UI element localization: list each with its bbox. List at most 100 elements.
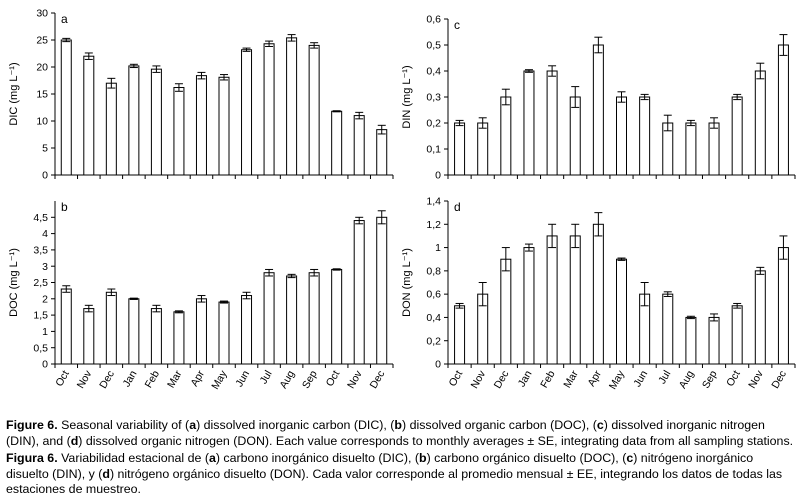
y-tick-label: 2: [42, 293, 48, 305]
caption-spanish: Figura 6. Variabilidad estacional de (a)…: [6, 451, 796, 498]
y-tick-label: 0,4: [426, 312, 441, 324]
y-tick-label: 0,4: [426, 66, 441, 78]
bar: [685, 316, 697, 365]
bar: [754, 70, 766, 176]
x-tick-label: Feb: [538, 368, 558, 390]
bar: [263, 272, 275, 365]
bar: [218, 76, 230, 176]
bar: [546, 235, 558, 365]
y-tick-label: 5: [42, 143, 48, 155]
y-tick-label: 1,4: [426, 196, 441, 208]
bar: [569, 235, 581, 365]
y-tick-label: 0,6: [426, 14, 441, 26]
bar: [569, 96, 581, 176]
bar: [546, 70, 558, 176]
bar: [353, 115, 365, 176]
x-tick-label: Oct: [447, 368, 466, 388]
x-tick-label: May: [607, 368, 628, 392]
panel-c: 0 0,1 0,2 0,3 0,4 0,5 0,6 DIN (mg L⁻¹) c: [401, 14, 796, 182]
bar: [331, 268, 343, 365]
caption-english-ref-c: c: [596, 418, 604, 433]
bar: [241, 295, 253, 365]
y-tick-label: 0,5: [426, 40, 441, 52]
y-tick-label: 0: [435, 359, 441, 371]
bar: [150, 308, 162, 365]
y-tick-label: 0,1: [426, 144, 441, 156]
y-tick-label: 1: [42, 326, 48, 338]
y-tick-label: 0: [42, 170, 48, 182]
x-tick-label: Jun: [233, 368, 252, 389]
x-tick-label: Mar: [561, 368, 581, 390]
x-tick-label: Sep: [300, 368, 320, 390]
bar: [286, 37, 298, 176]
bar: [731, 96, 743, 176]
x-tick-label: Jul: [656, 369, 673, 387]
bar: [777, 247, 789, 365]
caption-english-text-1: Seasonal variability of (: [57, 418, 190, 433]
caption-english-text-3: ) dissolved organic carbon (DOC), (: [402, 418, 597, 433]
bar: [523, 70, 535, 176]
y-tick-label: 15: [36, 89, 48, 101]
bar: [150, 68, 162, 176]
bar: [60, 39, 72, 176]
bar: [60, 288, 72, 365]
bar: [83, 55, 95, 176]
x-tick-label: Aug: [677, 368, 697, 390]
bar: [195, 75, 207, 176]
bar: [592, 223, 604, 365]
x-tick-label: Aug: [277, 368, 297, 390]
y-tick-label: 2,5: [33, 277, 48, 289]
x-tick-label: Jul: [258, 369, 275, 387]
bar: [241, 49, 253, 176]
bar: [173, 87, 185, 176]
x-tick-label: Nov: [345, 368, 365, 391]
caption-spanish-ref-b: b: [419, 451, 427, 466]
bar: [376, 216, 388, 365]
bar: [777, 44, 789, 176]
bar: [731, 305, 743, 365]
y-tick-label: 0: [435, 170, 441, 182]
caption-spanish-text-1: Variabilidad estacional de (: [57, 451, 209, 466]
bar: [708, 316, 720, 365]
bar: [500, 258, 512, 365]
panel-label: a: [61, 12, 68, 26]
x-tick-label: Dec: [769, 369, 789, 391]
x-tick-label: Dec: [368, 369, 388, 391]
bar: [173, 311, 185, 365]
x-tick-label: Nov: [75, 368, 95, 391]
caption-spanish-text-4: ) nitrógeno inorgánico disuelto (DIN), y…: [6, 451, 754, 481]
bar: [376, 129, 388, 176]
y-tick-label: 4,5: [33, 212, 48, 224]
bar: [454, 122, 466, 176]
bar: [308, 272, 320, 365]
x-tick-label: Oct: [53, 368, 72, 388]
y-axis-title: DIN (mg L⁻¹): [401, 65, 413, 128]
y-tick-label: 0,8: [426, 265, 441, 277]
bar: [454, 305, 466, 365]
bar: [286, 275, 298, 365]
y-tick-label: 0,3: [426, 92, 441, 104]
caption-english: Figure 6. Seasonal variability of (a) di…: [6, 418, 796, 449]
y-tick-label: 1,2: [426, 219, 441, 231]
x-tick-label: Feb: [143, 368, 163, 390]
y-tick-label: 30: [36, 8, 48, 20]
x-tick-label: Dec: [97, 369, 117, 391]
panel-a: 0 5 10 15 20 25 30 DIC (mg L⁻¹) a: [8, 8, 394, 182]
y-axis-title: DIC (mg L⁻¹): [8, 62, 20, 125]
bar: [639, 96, 651, 176]
caption-spanish-text-3: ) carbono orgánico disuelto (DOC), (: [426, 451, 627, 466]
x-tick-label: Mar: [165, 368, 185, 390]
bar: [353, 220, 365, 365]
bar: [105, 291, 117, 365]
bar: [105, 82, 117, 176]
bar: [263, 43, 275, 176]
bar: [523, 247, 535, 365]
y-tick-label: 1: [435, 242, 441, 254]
x-tick-label: Nov: [469, 368, 489, 391]
bar: [685, 122, 697, 176]
bar: [616, 258, 627, 365]
caption-english-ref-d: d: [70, 433, 79, 448]
bar: [592, 44, 604, 176]
